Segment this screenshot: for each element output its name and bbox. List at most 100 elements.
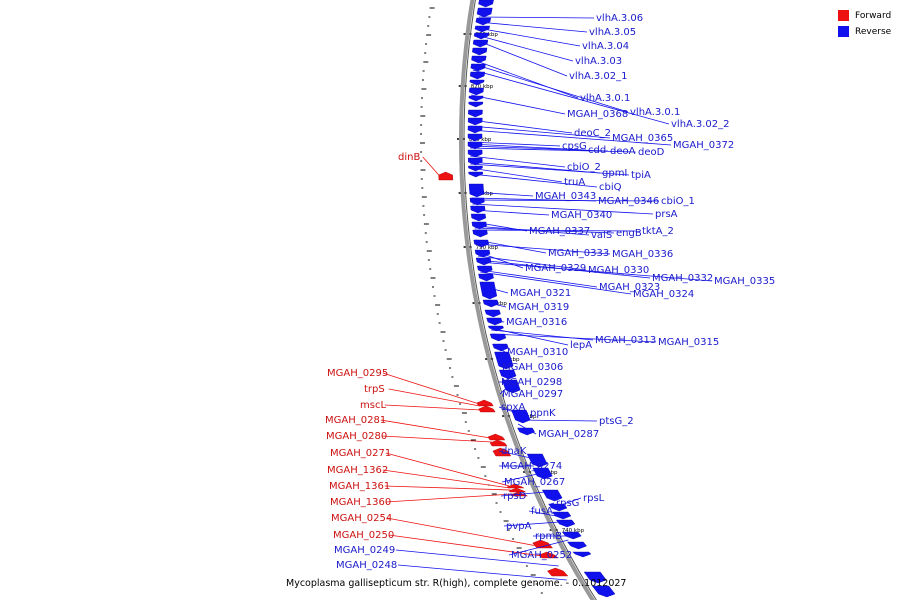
reverse-gene-label: MGAH_0274	[501, 461, 562, 472]
reverse-gene-block	[567, 541, 587, 550]
leader-line	[472, 69, 670, 125]
leader-line	[485, 301, 507, 308]
forward-gene-block	[547, 567, 569, 577]
reverse-swatch	[838, 26, 849, 37]
leader-line	[478, 261, 713, 282]
reverse-gene-label: MGAH_0249	[334, 545, 395, 556]
leader-line	[384, 485, 511, 491]
leader-line	[480, 271, 632, 295]
reverse-gene-block	[478, 0, 494, 8]
forward-gene-label: MGAH_0250	[333, 530, 394, 541]
reverse-gene-block	[479, 281, 498, 300]
leader-line	[470, 119, 573, 134]
reverse-gene-label: deoC_2	[574, 128, 611, 139]
forward-gene-label: trpS	[364, 384, 385, 395]
forward-gene-label: MGAH_0295	[327, 368, 388, 379]
reverse-gene-block	[477, 265, 493, 274]
reverse-gene-label: MGAH_0336	[612, 249, 673, 260]
reverse-gene-label: deoD	[638, 147, 665, 158]
reverse-gene-block	[492, 343, 509, 352]
reverse-gene-block	[467, 149, 483, 158]
leader-line	[382, 469, 511, 489]
forward-gene-label: MGAH_1361	[329, 481, 390, 492]
reverse-gene-label: MGAH_0287	[538, 429, 599, 440]
reverse-gene-label: MGAH_0335	[714, 276, 775, 287]
leader-line	[528, 510, 557, 517]
reverse-gene-label: prsA	[655, 209, 678, 220]
reverse-gene-label: vlhA.3.04	[582, 41, 629, 52]
reverse-gene-label: rpmB	[535, 531, 562, 542]
reverse-gene-block	[468, 101, 484, 108]
reverse-gene-block	[532, 467, 553, 480]
leader-line	[499, 387, 507, 395]
legend-forward: Forward	[838, 8, 898, 23]
forward-gene-label: dinB	[398, 152, 420, 163]
reverse-gene-label: MGAH_0324	[633, 289, 694, 300]
legend-reverse-label: Reverse	[855, 26, 892, 37]
leader-line	[478, 21, 588, 33]
reverse-gene-block	[499, 369, 517, 380]
reverse-gene-label: ppnK	[530, 408, 556, 419]
reverse-gene-label: MGAH_0315	[658, 337, 719, 348]
leader-line	[395, 549, 559, 567]
gene-labels: vlhA.3.06 vlhA.3.05 vlhA.3.04 vlhA.3.03 vlhA…	[325, 13, 775, 571]
reverse-gene-label: MGAH_0297	[502, 389, 563, 400]
reverse-gene-block	[471, 55, 487, 64]
reverse-gene-label: cbiO_1	[661, 196, 695, 207]
leader-line	[470, 163, 630, 176]
reverse-gene-label: fusA	[531, 506, 553, 517]
reverse-gene-label: MGAH_0346	[598, 196, 659, 207]
leader-line	[473, 59, 579, 99]
reverse-gene-block	[526, 453, 548, 468]
leader-line	[472, 209, 550, 216]
reverse-gene-label: MGAH_0343	[535, 191, 596, 202]
leader-line	[388, 534, 543, 557]
leader-line	[381, 435, 492, 443]
leader-line	[488, 319, 505, 323]
leader-line	[476, 34, 574, 62]
reverse-gene-block	[484, 309, 501, 318]
leader-line	[552, 497, 582, 509]
leader-line	[501, 473, 538, 483]
leader-line	[469, 141, 561, 147]
reverse-gene-label: truA	[564, 177, 585, 188]
leader-line	[492, 333, 657, 343]
reverse-gene-block	[561, 531, 582, 540]
legend-reverse: Reverse	[838, 24, 898, 39]
leader-line	[550, 502, 555, 505]
leader-line	[471, 191, 534, 197]
reverse-gene-label: lepA	[570, 340, 592, 351]
reverse-gene-label: rpsG	[556, 498, 579, 509]
reverse-gene-label: MGAH_0321	[510, 288, 571, 299]
reverse-gene-block	[468, 95, 484, 102]
reverse-gene-block	[468, 183, 485, 198]
leader-line	[469, 143, 587, 151]
reverse-gene-label: MGAH_0323	[599, 282, 660, 293]
leader-line	[384, 404, 482, 411]
reverse-gene-block	[469, 79, 485, 86]
reverse-gene-block	[591, 585, 616, 598]
leader-line	[385, 493, 513, 503]
reverse-gene-block	[467, 157, 483, 166]
reverse-gene-label: valS	[591, 230, 612, 241]
leader-line	[515, 412, 529, 417]
leader-line	[386, 517, 538, 547]
leader-line	[470, 155, 566, 168]
reverse-gene-block	[472, 39, 489, 48]
reverse-gene-block	[475, 257, 492, 266]
leader-line	[472, 199, 660, 202]
reverse-gene-label: cbiQ	[599, 182, 622, 193]
reverse-gene-block	[472, 229, 488, 238]
leader-line	[475, 39, 568, 77]
leader-line	[516, 419, 598, 422]
forward-gene-block	[532, 539, 554, 549]
forward-gene-label: MGAH_0271	[330, 448, 391, 459]
leader-line	[469, 145, 609, 152]
leader-line	[477, 27, 581, 47]
reverse-gene-label: gpmI	[602, 168, 627, 179]
reverse-gene-block	[541, 489, 563, 502]
reverse-gene-label: ptsG_2	[599, 416, 634, 427]
reverse-gene-label: rpsL	[583, 493, 605, 504]
reverse-gene-label: MGAH_0337	[529, 226, 590, 237]
